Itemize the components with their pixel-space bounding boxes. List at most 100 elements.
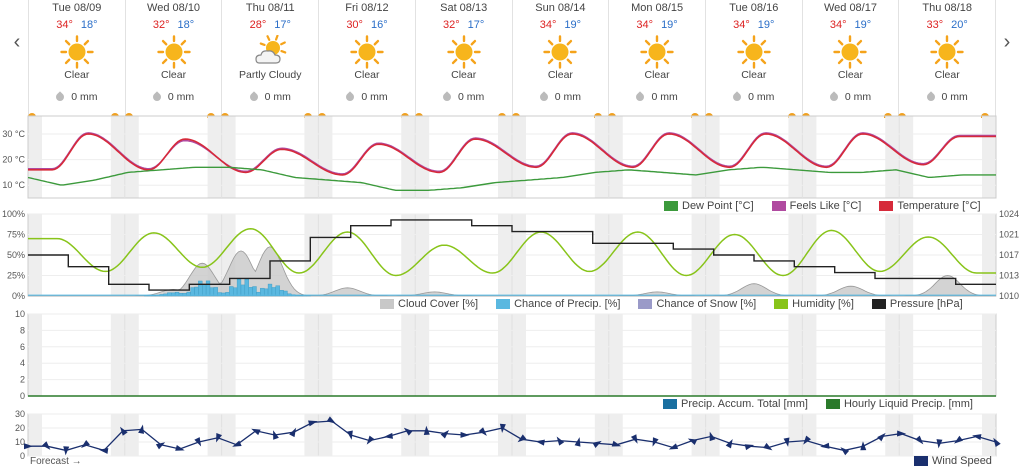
precip-accum-swatch — [663, 399, 677, 409]
night-band — [28, 314, 42, 396]
day-column[interactable]: Tue 08/16 34° 19° Clear 0 mm — [704, 0, 803, 118]
day-date: Mon 08/15 — [631, 2, 684, 14]
wind-arrow-icon — [155, 442, 166, 450]
raindrop-icon — [247, 91, 260, 103]
temperature-line — [28, 133, 996, 176]
wind-arrow-icon — [383, 432, 393, 439]
raindrop-icon — [828, 91, 840, 103]
wind-arrow-icon — [860, 441, 867, 451]
wind-speed-line — [28, 420, 997, 452]
day-date: Tue 08/09 — [52, 2, 102, 14]
wind-arrow-icon — [803, 435, 811, 445]
day-column[interactable]: Wed 08/17 34° 19° Clear 0 mm — [801, 0, 900, 118]
wind-arrow-icon — [478, 427, 487, 436]
y-tick-label: 4 — [20, 358, 25, 368]
day-column[interactable]: Thu 08/18 33° 20° Clear 0 mm — [898, 0, 997, 118]
wind-arrow-icon — [877, 432, 886, 442]
precip-amount: 0 mm — [264, 91, 291, 103]
condition-label: Clear — [837, 69, 864, 81]
dew-point-swatch — [664, 201, 678, 211]
low-temp: 19° — [854, 19, 872, 31]
legend-precip: Precip. Accum. Total [mm] Hourly Liquid … — [663, 398, 973, 410]
wind-arrow-icon — [652, 437, 659, 447]
day-column[interactable]: Fri 08/12 30° 16° Clear 0 mm — [318, 0, 416, 118]
wind-arrow-icon — [499, 423, 506, 433]
precip-chance-bar — [213, 287, 218, 297]
raindrop-icon — [151, 91, 163, 103]
low-temp: 19° — [564, 19, 581, 31]
y-tick-label: 6 — [20, 342, 25, 352]
legend-precip-accum: Precip. Accum. Total [mm] — [681, 398, 808, 410]
raindrop-icon — [634, 91, 647, 103]
low-temp: 18° — [80, 19, 98, 31]
condition-label: Clear — [644, 69, 670, 81]
y-tick-label: 75% — [7, 230, 25, 240]
y-tick-label: 30 — [15, 409, 25, 419]
legend-atmo: Cloud Cover [%] Chance of Precip. [%] Ch… — [380, 298, 963, 310]
wind-arrow-icon — [783, 437, 790, 447]
day-column[interactable]: Sun 08/14 34° 19° Clear 0 mm — [511, 0, 610, 118]
low-temp: 19° — [757, 19, 775, 31]
high-temp: 34° — [733, 19, 750, 31]
humidity-swatch — [774, 299, 789, 309]
low-temp: 17° — [467, 19, 485, 31]
wind-arrow-icon — [896, 430, 907, 437]
high-temp: 34° — [636, 19, 654, 31]
next-arrow-icon[interactable]: › — [1003, 31, 1011, 53]
wind-arrow-icon — [63, 446, 70, 456]
sun-icon — [737, 35, 771, 69]
day-date: Thu 08/11 — [245, 2, 295, 14]
wind-arrow-icon — [763, 442, 773, 451]
condition-label: Clear — [354, 69, 380, 81]
precip-chance-bar — [252, 286, 257, 297]
raindrop-icon — [538, 91, 550, 103]
condition-label: Clear — [934, 69, 960, 81]
high-temp: 34° — [56, 19, 73, 31]
y-tick-label: 8 — [20, 325, 25, 335]
wind-arrow-icon — [81, 439, 90, 448]
day-column[interactable]: Mon 08/15 34° 19° Clear 0 mm — [608, 0, 706, 118]
wind-arrow-icon — [120, 426, 128, 436]
precip-chance-bar — [198, 280, 203, 297]
wind-arrow-icon — [535, 439, 545, 446]
precip-amount: 0 mm — [458, 91, 485, 103]
forecast-link[interactable]: Forecast → — [30, 456, 82, 467]
condition-label: Clear — [161, 69, 187, 81]
day-date: Sat 08/13 — [440, 2, 488, 14]
precip-chance-bar — [236, 278, 242, 297]
y-tick-label: 0 — [20, 451, 25, 459]
prev-arrow-icon[interactable]: ‹ — [13, 31, 21, 53]
raindrop-icon — [441, 91, 453, 103]
wind-arrow-icon — [251, 428, 261, 436]
high-temp: 32° — [152, 19, 170, 31]
precip-chance-bar — [205, 280, 211, 297]
legend-pressure: Pressure [hPa] — [889, 298, 963, 310]
y2-tick-label: 1017 — [999, 250, 1019, 260]
day-column[interactable]: Thu 08/11 28° 17° Partly Cloudy 0 mm — [221, 0, 320, 118]
y-tick-label: 10 °C — [2, 180, 25, 190]
y2-tick-label: 1021 — [999, 230, 1019, 240]
cloud-cover-swatch — [380, 299, 394, 309]
y2-tick-label: 1013 — [999, 271, 1019, 281]
pressure-line — [28, 219, 996, 291]
raindrop-icon — [344, 91, 356, 103]
wind-arrow-icon — [273, 430, 279, 440]
day-column[interactable]: Wed 08/10 32° 18° Clear 0 mm — [124, 0, 223, 118]
high-temp: 34° — [829, 19, 847, 31]
wind-arrow-icon — [725, 439, 733, 449]
day-column[interactable]: Tue 08/09 34° 18° Clear 0 mm — [28, 0, 126, 118]
wind-arrow-icon — [668, 443, 679, 450]
high-temp: 28° — [249, 19, 267, 31]
day-date: Tue 08/16 — [729, 2, 779, 14]
day-column[interactable]: Sat 08/13 32° 17° Clear 0 mm — [414, 0, 513, 118]
condition-label: Clear — [741, 69, 767, 81]
night-band — [28, 414, 42, 456]
wind-arrow-icon — [138, 424, 144, 434]
sun-icon — [446, 35, 481, 69]
sun-icon — [60, 35, 94, 69]
precip-chance-bar — [244, 279, 249, 297]
raindrop-icon — [731, 91, 743, 103]
low-temp: 18° — [177, 19, 195, 31]
wind-arrow-icon — [366, 435, 375, 445]
low-temp: 17° — [274, 19, 291, 31]
